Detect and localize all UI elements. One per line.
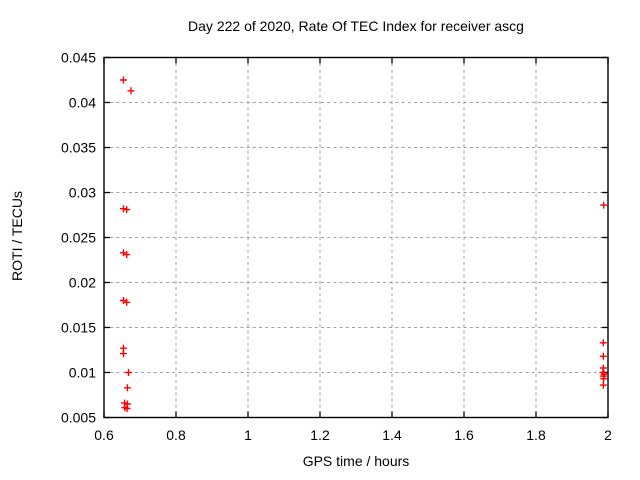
data-point-marker: [599, 352, 607, 360]
data-point-marker: [123, 405, 131, 412]
x-tick-label: 1.6: [454, 427, 474, 443]
gridlines: [104, 57, 608, 418]
x-tick-label: 1.8: [526, 427, 546, 443]
y-tick-label: 0.005: [61, 410, 96, 426]
y-tick-label: 0.035: [61, 140, 96, 156]
data-point-marker: [600, 375, 608, 383]
data-point-marker: [599, 381, 607, 389]
y-tick-label: 0.02: [69, 275, 96, 291]
x-tick-label: 1.4: [382, 427, 402, 443]
data-point-marker: [119, 350, 127, 358]
x-tick-label: 2: [604, 427, 612, 443]
data-point-marker: [123, 206, 131, 214]
y-tick-label: 0.015: [61, 320, 96, 336]
y-tick-label: 0.01: [69, 365, 96, 381]
y-axis-label: ROTI / TECUs: [9, 191, 25, 281]
data-point-marker: [123, 298, 131, 306]
y-tick-label: 0.04: [69, 95, 96, 111]
y-tick-label: 0.03: [69, 185, 96, 201]
y-tick-label: 0.025: [61, 230, 96, 246]
x-axis-label: GPS time / hours: [303, 453, 410, 469]
data-point-marker: [119, 205, 127, 213]
data-point-marker: [123, 251, 131, 259]
data-point-marker: [123, 384, 131, 392]
data-point-marker: [119, 76, 127, 84]
data-point-marker: [124, 369, 132, 376]
data-points: [119, 76, 608, 412]
x-tick-label: 1.2: [310, 427, 330, 443]
x-tick-label: 0.6: [94, 427, 114, 443]
data-point-marker: [599, 339, 607, 347]
data-point-marker: [600, 201, 608, 209]
axis-ticks: [103, 56, 609, 419]
chart-title: Day 222 of 2020, Rate Of TEC Index for r…: [188, 18, 524, 34]
x-tick-label: 0.8: [166, 427, 186, 443]
data-point-marker: [127, 87, 135, 95]
tick-labels: 0.6 0.8 1 1.2 1.4 1.6 1.8 2 0.005 0.01 0.015 0.02 0.…: [61, 50, 612, 444]
y-tick-label: 0.045: [61, 50, 96, 66]
x-tick-label: 1: [244, 427, 252, 443]
